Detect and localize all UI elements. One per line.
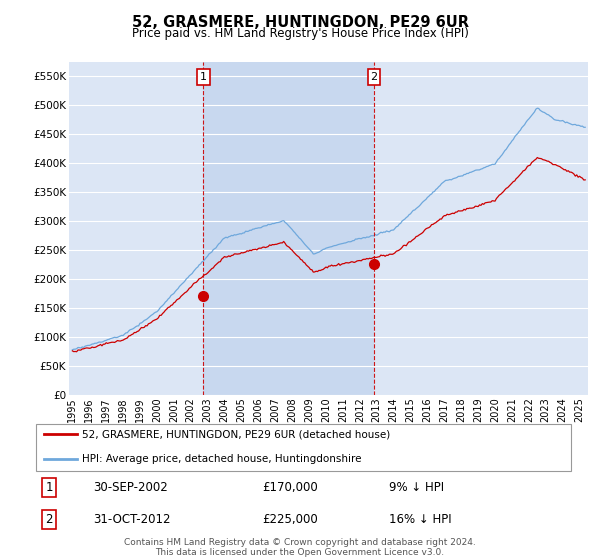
Text: 2: 2 (370, 72, 377, 82)
Text: 30-SEP-2002: 30-SEP-2002 (94, 481, 168, 494)
Text: 2: 2 (46, 513, 53, 526)
Text: 52, GRASMERE, HUNTINGDON, PE29 6UR: 52, GRASMERE, HUNTINGDON, PE29 6UR (131, 15, 469, 30)
Text: 16% ↓ HPI: 16% ↓ HPI (389, 513, 451, 526)
Text: 1: 1 (200, 72, 207, 82)
Text: Price paid vs. HM Land Registry's House Price Index (HPI): Price paid vs. HM Land Registry's House … (131, 27, 469, 40)
Text: 31-OCT-2012: 31-OCT-2012 (94, 513, 171, 526)
Text: HPI: Average price, detached house, Huntingdonshire: HPI: Average price, detached house, Hunt… (82, 454, 362, 464)
Text: 9% ↓ HPI: 9% ↓ HPI (389, 481, 444, 494)
FancyBboxPatch shape (35, 424, 571, 470)
Text: Contains HM Land Registry data © Crown copyright and database right 2024.
This d: Contains HM Land Registry data © Crown c… (124, 538, 476, 557)
Text: 1: 1 (46, 481, 53, 494)
Text: £225,000: £225,000 (262, 513, 317, 526)
Text: 52, GRASMERE, HUNTINGDON, PE29 6UR (detached house): 52, GRASMERE, HUNTINGDON, PE29 6UR (deta… (82, 430, 391, 440)
Text: £170,000: £170,000 (262, 481, 317, 494)
Bar (203, 62, 374, 395)
